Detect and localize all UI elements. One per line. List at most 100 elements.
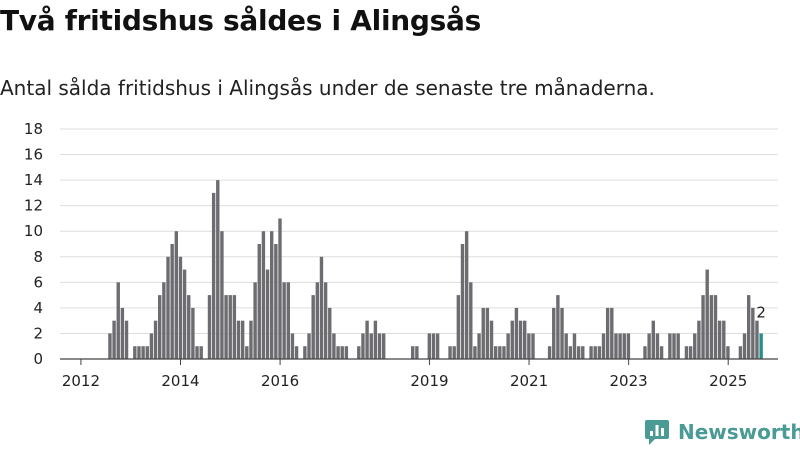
bar [572, 333, 577, 359]
bar [381, 333, 386, 359]
chart-title: Två fritidshus såldes i Alingsås [0, 4, 481, 37]
bar [373, 320, 378, 359]
bar [191, 307, 195, 359]
bar [286, 282, 290, 359]
bar [643, 346, 647, 359]
bar [589, 346, 593, 359]
bar [369, 333, 373, 359]
bar [269, 231, 274, 359]
chart-subtitle: Antal sålda fritidshus i Alingsås under … [0, 76, 655, 100]
bars [108, 180, 763, 359]
bar [456, 295, 461, 359]
y-tick-label: 14 [24, 171, 43, 189]
bar [676, 333, 680, 359]
bar [693, 333, 697, 359]
bar [245, 346, 249, 359]
bar [452, 346, 456, 359]
bar [610, 307, 614, 359]
bar [448, 346, 452, 359]
bar [332, 333, 336, 359]
bar [224, 295, 228, 359]
bar [473, 346, 477, 359]
bar [514, 307, 519, 359]
bar [742, 333, 747, 359]
bar [510, 320, 514, 359]
brand: Newsworthy [644, 418, 800, 446]
brand-name: Newsworthy [678, 420, 800, 444]
x-axis-ticks: 2012 2014 2016 2019 2021 2023 2025 [62, 359, 747, 390]
bar [717, 320, 722, 359]
bar [560, 307, 564, 359]
bar [323, 282, 328, 359]
y-tick-label: 16 [24, 146, 43, 164]
bar [294, 346, 299, 359]
bar [746, 295, 751, 359]
bar [158, 295, 162, 359]
y-tick-label: 2 [33, 324, 43, 342]
bar [232, 295, 237, 359]
bar [713, 295, 718, 359]
bar [477, 333, 481, 359]
bar [460, 244, 465, 359]
bar [659, 346, 664, 359]
bar [303, 346, 307, 359]
bar [216, 180, 220, 359]
bar [697, 320, 701, 359]
bar [220, 231, 224, 359]
bar [581, 346, 585, 359]
x-tick-label: 2014 [161, 372, 199, 390]
bar [498, 346, 502, 359]
x-tick-label: 2025 [709, 372, 747, 390]
bar-highlight [759, 333, 763, 359]
bar [120, 307, 125, 359]
bar [722, 320, 726, 359]
bar [344, 346, 349, 359]
y-tick-label: 0 [33, 350, 43, 368]
bar [531, 333, 535, 359]
x-tick-label: 2021 [510, 372, 548, 390]
bar [593, 346, 597, 359]
last-value-label: 2 [756, 303, 766, 321]
bar [684, 346, 689, 359]
bar [431, 333, 436, 359]
bar [751, 307, 755, 359]
x-tick-label: 2016 [261, 372, 299, 390]
bar [336, 346, 340, 359]
bar [274, 244, 278, 359]
bar [668, 333, 672, 359]
bar [170, 244, 174, 359]
bar [340, 346, 344, 359]
bar [614, 333, 618, 359]
bar [556, 295, 560, 359]
bar [365, 320, 369, 359]
x-tick-label: 2019 [410, 372, 448, 390]
bar-chart: 0 2 4 6 8 10 12 14 16 18 2012 2014 2016 2019 2021 2023… [24, 120, 778, 390]
bar [435, 333, 440, 359]
y-tick-label: 18 [24, 120, 43, 138]
bar [257, 244, 261, 359]
bar [547, 346, 552, 359]
bar [357, 346, 361, 359]
y-tick-label: 6 [33, 273, 43, 291]
bar [112, 320, 116, 359]
bar [518, 320, 523, 359]
bar [427, 333, 432, 359]
bar [145, 346, 149, 359]
bar [655, 333, 660, 359]
bar [236, 320, 241, 359]
bar [166, 256, 170, 359]
newsworthy-logo-icon [645, 420, 669, 445]
bar [672, 333, 676, 359]
bar [116, 282, 120, 359]
y-tick-label: 8 [33, 248, 43, 266]
y-tick-label: 4 [33, 299, 43, 317]
bar [182, 269, 187, 359]
bar [315, 282, 320, 359]
bar [527, 333, 531, 359]
bar [601, 333, 606, 359]
bar [502, 346, 506, 359]
y-tick-label: 10 [24, 222, 43, 240]
bar [605, 307, 610, 359]
bar [415, 346, 419, 359]
bar [137, 346, 141, 359]
